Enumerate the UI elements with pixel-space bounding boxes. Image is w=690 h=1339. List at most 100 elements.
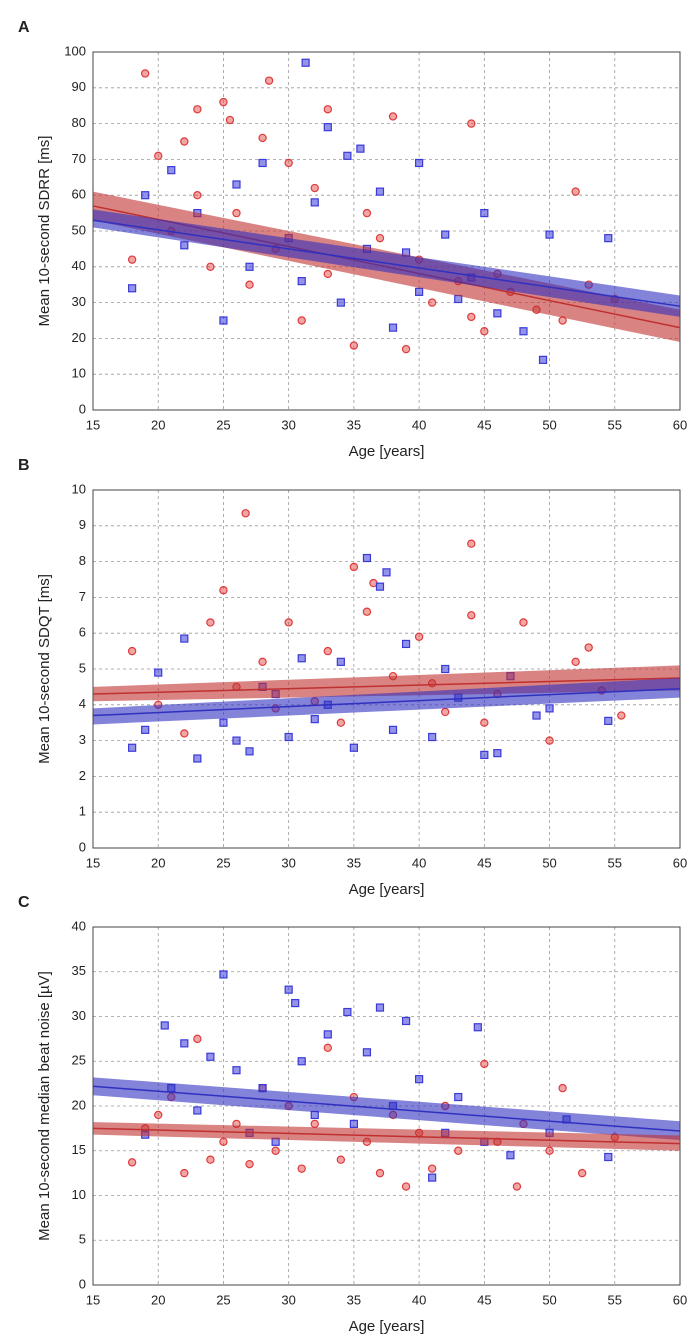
point <box>219 970 228 979</box>
point <box>180 137 189 146</box>
point <box>232 736 241 745</box>
y-tick-label: 9 <box>79 517 86 532</box>
point <box>388 323 398 332</box>
point <box>532 711 541 720</box>
x-tick-label: 35 <box>347 417 361 432</box>
point <box>388 112 398 121</box>
point <box>284 732 293 742</box>
y-tick-label: 0 <box>79 839 86 854</box>
point <box>545 230 554 239</box>
point <box>441 707 450 717</box>
point <box>467 119 476 128</box>
point <box>375 1168 385 1178</box>
point <box>241 509 250 518</box>
point <box>480 327 489 336</box>
x-axis-label: Age [years] <box>349 881 425 898</box>
y-axis-label: Mean 10-second SDQT [ms] <box>36 574 53 764</box>
y-tick-label: 50 <box>72 222 86 237</box>
point <box>467 611 476 620</box>
point <box>323 1043 332 1053</box>
point <box>343 1007 352 1017</box>
y-tick-label: 40 <box>72 918 86 933</box>
point <box>454 1146 463 1155</box>
y-tick-label: 10 <box>72 481 86 496</box>
point <box>349 1119 358 1129</box>
point <box>160 1021 169 1030</box>
x-tick-label: 45 <box>477 417 491 432</box>
point <box>206 262 215 271</box>
point <box>284 985 293 994</box>
y-tick-label: 40 <box>72 258 86 273</box>
point <box>414 632 424 641</box>
point <box>258 657 267 667</box>
point <box>401 344 411 354</box>
x-tick-label: 55 <box>608 417 622 432</box>
fit-line <box>92 1085 681 1132</box>
y-tick-label: 100 <box>64 43 86 58</box>
point <box>180 729 189 738</box>
point <box>441 230 450 239</box>
point <box>467 312 476 322</box>
point <box>336 1155 346 1164</box>
point <box>127 1158 137 1167</box>
point <box>493 749 502 758</box>
point <box>258 158 267 168</box>
point <box>428 732 437 742</box>
point <box>349 341 359 350</box>
point <box>297 1164 306 1173</box>
x-tick-label: 60 <box>673 1292 687 1307</box>
panel-label: B <box>18 457 30 474</box>
y-tick-label: 1 <box>79 804 86 819</box>
x-tick-label: 20 <box>151 1292 165 1307</box>
fit-line <box>92 677 681 695</box>
y-tick-label: 30 <box>72 294 86 309</box>
y-tick-label: 2 <box>79 768 86 783</box>
point <box>284 618 293 627</box>
x-tick-label: 15 <box>86 855 100 870</box>
panel-label: C <box>18 894 30 911</box>
point <box>362 607 372 616</box>
point <box>193 754 202 763</box>
x-tick-label: 15 <box>86 417 100 432</box>
point <box>297 654 306 663</box>
point <box>356 144 365 153</box>
x-tick-label: 30 <box>281 417 295 432</box>
y-tick-label: 80 <box>72 115 86 130</box>
point <box>415 1075 424 1084</box>
point <box>232 1066 241 1075</box>
point <box>310 1110 319 1120</box>
y-axis-label: Mean 10-second SDRR [ms] <box>36 136 53 327</box>
y-tick-label: 25 <box>72 1053 86 1068</box>
point <box>519 618 528 627</box>
fit-line <box>92 1127 681 1145</box>
point <box>180 1168 189 1178</box>
point <box>428 1173 437 1182</box>
point <box>154 1110 163 1120</box>
point <box>415 158 424 168</box>
point <box>454 294 463 304</box>
point <box>493 309 502 318</box>
point <box>401 1016 411 1026</box>
point <box>141 191 150 200</box>
point <box>467 539 476 548</box>
point <box>193 190 202 200</box>
point <box>297 277 306 286</box>
x-tick-label: 45 <box>477 855 491 870</box>
point <box>473 1023 482 1032</box>
x-tick-label: 55 <box>608 855 622 870</box>
point <box>480 209 489 218</box>
y-tick-label: 10 <box>72 366 86 381</box>
point <box>206 618 215 627</box>
point <box>349 743 358 752</box>
point <box>310 715 319 724</box>
point <box>180 241 189 250</box>
point <box>375 582 385 591</box>
point <box>128 284 137 293</box>
y-tick-label: 60 <box>72 187 86 202</box>
point <box>245 747 254 756</box>
x-tick-label: 50 <box>542 1292 556 1307</box>
plot-frame <box>92 51 681 411</box>
point <box>375 1003 385 1012</box>
point <box>375 233 385 243</box>
point <box>604 1152 613 1162</box>
